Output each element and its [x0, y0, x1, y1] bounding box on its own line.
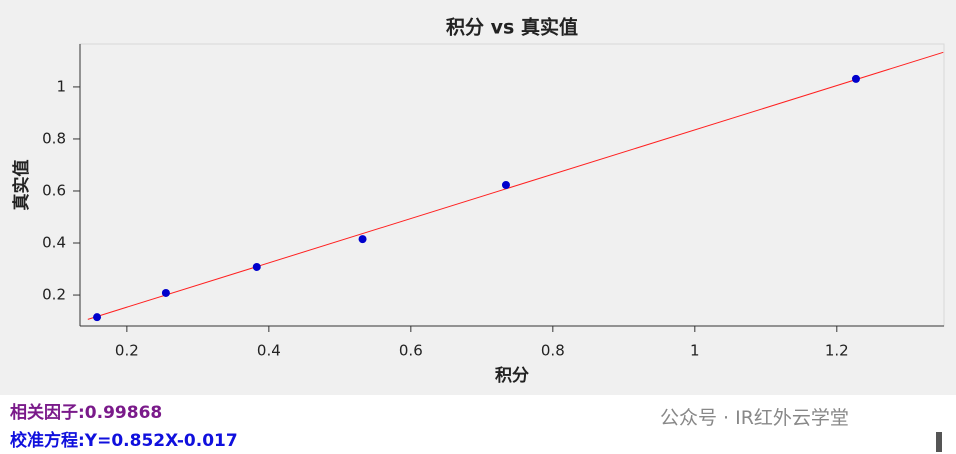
x-tick-label: 1.2: [825, 342, 849, 360]
scrollbar: [936, 432, 942, 452]
y-tick-label: 0.2: [42, 286, 66, 304]
y-tick-label: 0.6: [42, 181, 66, 199]
x-tick-label: 1: [690, 342, 700, 360]
equation: 校准方程:Y=0.852X-0.017: [10, 431, 238, 451]
info-panel: [0, 395, 956, 454]
y-tick-label: 1: [56, 77, 66, 95]
x-tick-label: 0.6: [399, 342, 423, 360]
data-point: [93, 313, 102, 322]
chart-title: 积分 vs 真实值: [446, 16, 578, 39]
data-point: [252, 262, 261, 271]
correlation: 相关因子:0.99868: [10, 403, 163, 423]
fit-line: [87, 51, 944, 320]
data-point: [358, 235, 367, 244]
data-point: [501, 181, 510, 189]
x-tick-label: 0.2: [115, 342, 139, 360]
watermark: 公众号 · IR红外云学堂: [660, 407, 849, 429]
x-axis-label: 积分: [495, 366, 529, 386]
data-point: [161, 288, 170, 297]
data-point: [851, 74, 860, 83]
x-tick-label: 0.8: [541, 342, 565, 360]
y-tick-label: 0.8: [42, 129, 66, 147]
y-axis-label: 真实值: [11, 160, 32, 211]
chart: 积分 vs 真实值 积分 真实值 0.2 0.4 0.6 0.8 1 1.2 0.2 0.4 0…: [11, 16, 945, 386]
x-tick-label: 0.4: [257, 342, 281, 360]
y-tick-label: 0.4: [42, 234, 66, 252]
plot-frame: [79, 43, 945, 327]
